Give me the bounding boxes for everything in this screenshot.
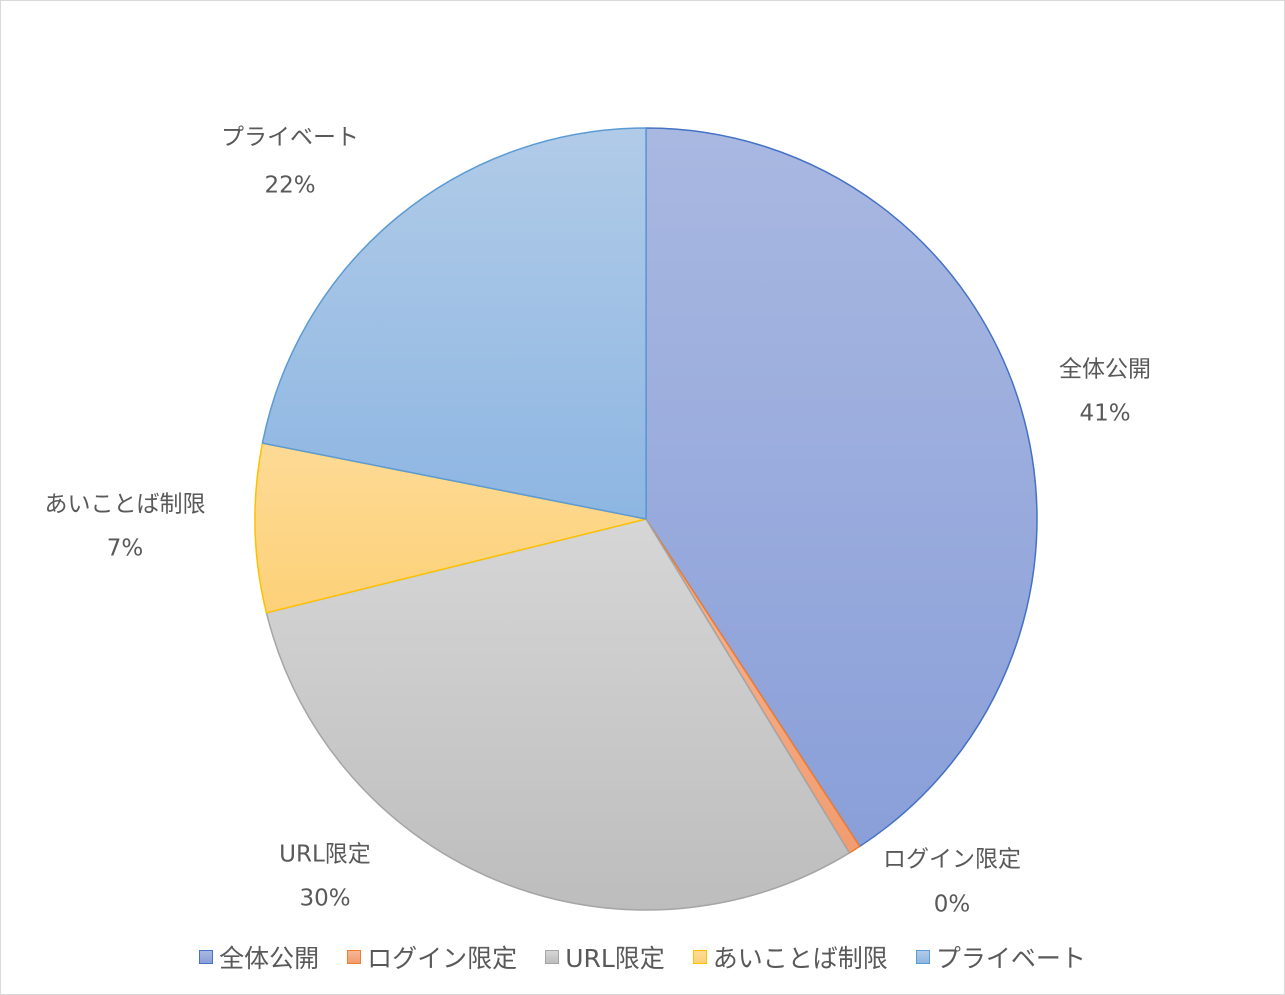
legend-label-private: プライベート [935, 944, 1086, 973]
legend-label-aikotoba-seigen: あいことば制限 [712, 944, 888, 973]
pie-slices [254, 127, 1038, 911]
legend: 全体公開 ログイン限定 URL限定 あいことば制限 プライベート [0, 938, 1285, 976]
pie-slice-url-gentei [265, 518, 851, 911]
pie-slice-private [261, 127, 647, 520]
legend-swatch-private [915, 950, 930, 964]
legend-swatch-zentai-kokai [199, 950, 214, 964]
data-label-category-url-gentei: URL限定 [279, 842, 371, 868]
data-label-percent-url-gentei: 30% [299, 886, 350, 912]
legend-swatch-url-gentei [545, 950, 560, 964]
legend-label-url-gentei: URL限定 [565, 944, 665, 973]
pie-slice-zentai-kokai [645, 127, 1038, 848]
data-label-category-login-gentei: ログイン限定 [883, 847, 1021, 873]
legend-item-zentai-kokai: 全体公開 [199, 939, 319, 975]
legend-item-login-gentei: ログイン限定 [347, 939, 517, 975]
data-label-percent-private: 22% [264, 173, 315, 199]
data-label-percent-aikotoba-seigen: 7% [107, 536, 144, 562]
legend-item-url-gentei: URL限定 [545, 939, 665, 975]
data-labels: 全体公開 41% ログイン限定 0% URL限定 30% あいことば制限 7% プライベート 22… [45, 125, 1152, 918]
legend-label-zentai-kokai: 全体公開 [219, 944, 320, 973]
legend-swatch-login-gentei [347, 950, 362, 964]
legend-swatch-aikotoba-seigen [692, 950, 707, 964]
legend-item-aikotoba-seigen: あいことば制限 [692, 939, 888, 975]
pie-slice-aikotoba-seigen [254, 442, 647, 614]
data-label-percent-zentai-kokai: 41% [1079, 401, 1130, 427]
legend-item-private: プライベート [915, 939, 1086, 975]
data-label-percent-login-gentei: 0% [934, 892, 971, 918]
data-label-category-zentai-kokai: 全体公開 [1059, 357, 1151, 383]
data-label-category-aikotoba-seigen: あいことば制限 [45, 492, 206, 518]
legend-label-login-gentei: ログイン限定 [367, 944, 518, 973]
data-label-category-private: プライベート [221, 125, 359, 151]
